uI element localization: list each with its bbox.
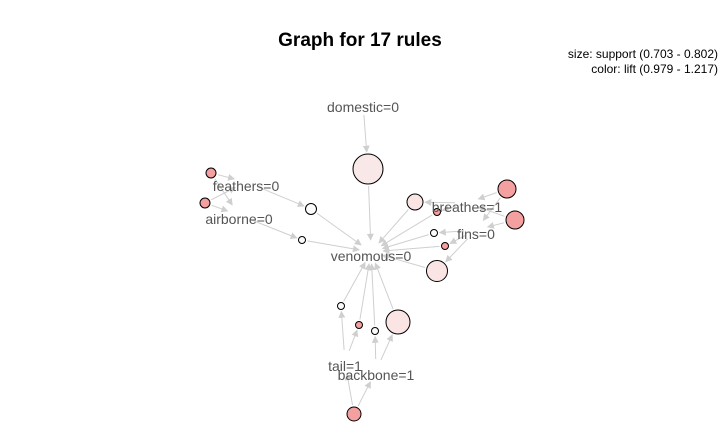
- rule-node-r16: [385, 309, 411, 335]
- edge-fins-to-r11: [449, 235, 466, 244]
- item-label-feathers: feathers=0: [213, 178, 280, 194]
- item-label-venomous: venomous=0: [331, 248, 412, 264]
- rule-node-r5: [298, 236, 306, 244]
- item-label-breathes: breathes=1: [432, 199, 503, 215]
- edge-r3-to-feathers: [210, 187, 236, 201]
- graph-title: Graph for 17 rules: [278, 30, 442, 51]
- rule-node-r1: [352, 153, 384, 185]
- edge-fins-to-r12: [445, 238, 469, 263]
- rule-node-r15: [371, 327, 379, 335]
- edge-r2-to-airborne: [214, 178, 233, 206]
- rule-node-r9: [433, 208, 441, 216]
- item-label-airborne: airborne=0: [205, 211, 273, 227]
- legend-size: size: support (0.703 - 0.802): [568, 47, 718, 61]
- edge-breathes-to-r9: [441, 205, 456, 212]
- edge-breathes-to-r6: [424, 198, 456, 206]
- rule-node-r7: [497, 179, 517, 199]
- edge-r1-to-venomous: [366, 185, 374, 241]
- edges-layer: [210, 114, 505, 407]
- edge-r11-to-venomous: [382, 245, 440, 254]
- edge-r10-to-venomous: [381, 234, 429, 251]
- rule-node-r3: [199, 197, 211, 209]
- edge-r15-to-venomous: [368, 263, 376, 326]
- rule-node-r6: [406, 193, 424, 211]
- item-label-backbone: backbone=1: [338, 367, 415, 383]
- edge-r12-to-venomous: [381, 253, 426, 268]
- edge-tail-to-r13: [338, 310, 346, 351]
- edge-r2-to-feathers: [217, 174, 236, 181]
- edge-feathers-to-r4: [256, 186, 305, 207]
- rule-node-r11: [441, 242, 449, 250]
- edge-r17-to-backbone: [357, 381, 371, 407]
- edge-r8-to-fins: [486, 222, 505, 229]
- edge-r8-to-breathes: [477, 205, 505, 217]
- edge-r6-to-venomous: [378, 209, 409, 244]
- edge-airborne-to-r5: [250, 218, 298, 239]
- edge-backbone-to-r16: [380, 334, 393, 361]
- edge-backbone-to-r15: [371, 335, 379, 360]
- edge-r9-to-venomous: [380, 214, 433, 247]
- edge-r4-to-venomous: [316, 212, 362, 246]
- edge-tail-to-r14: [348, 329, 359, 351]
- rule-node-r14: [355, 321, 363, 329]
- legend-color: color: lift (0.979 - 1.217): [591, 62, 718, 76]
- edge-fins-to-r10: [438, 228, 465, 236]
- item-label-fins: fins=0: [457, 226, 495, 242]
- rule-node-r12: [426, 260, 448, 282]
- rule-nodes-layer: [199, 153, 525, 422]
- rule-node-r4: [305, 203, 317, 215]
- rule-node-r8: [505, 210, 525, 230]
- edge-r17-to-tail: [344, 373, 353, 406]
- edge-r14-to-venomous: [359, 263, 372, 320]
- edge-r16-to-venomous: [374, 262, 394, 310]
- edge-r3-to-airborne: [211, 204, 229, 213]
- edge-r7-to-fins: [482, 197, 501, 221]
- item-label-domestic: domestic=0: [327, 99, 399, 115]
- rule-node-r10: [430, 229, 438, 237]
- edge-r7-to-breathes: [477, 192, 497, 201]
- edge-domestic-to-r1: [362, 114, 370, 153]
- edge-r13-to-venomous: [343, 261, 366, 302]
- edge-r5-to-venomous: [307, 240, 360, 253]
- item-label-tail: tail=1: [328, 358, 362, 374]
- rule-node-r17: [346, 406, 362, 422]
- item-labels-layer: domestic=0 feathers=0 airborne=0 breathes=1…: [205, 99, 502, 383]
- rule-node-r13: [337, 302, 345, 310]
- rule-node-r2: [205, 167, 217, 179]
